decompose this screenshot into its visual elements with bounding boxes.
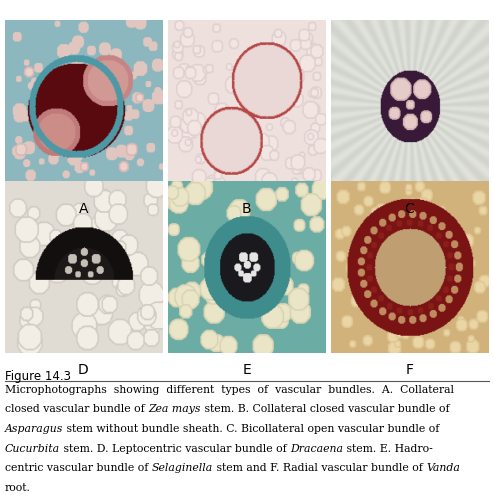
- Text: stem and F. Radial vascular bundle of: stem and F. Radial vascular bundle of: [213, 463, 426, 473]
- Text: root.: root.: [5, 483, 31, 493]
- Text: C: C: [405, 202, 414, 216]
- Text: A: A: [79, 202, 88, 216]
- Text: stem without bundle sheath. C. Bicollateral open vascular bundle of: stem without bundle sheath. C. Bicollate…: [63, 424, 440, 434]
- Text: stem. E. Hadro-: stem. E. Hadro-: [343, 444, 433, 454]
- Text: Vanda: Vanda: [426, 463, 460, 473]
- Text: Zea mays: Zea mays: [148, 404, 201, 414]
- Text: closed vascular bundle of: closed vascular bundle of: [5, 404, 148, 414]
- Text: Selaginella: Selaginella: [152, 463, 213, 473]
- Text: Figure 14.3: Figure 14.3: [5, 370, 71, 384]
- Text: D: D: [78, 363, 89, 377]
- Text: Microphotographs  showing  different  types  of  vascular  bundles.  A.  Collate: Microphotographs showing different types…: [5, 385, 454, 395]
- Text: E: E: [242, 363, 251, 377]
- Text: Asparagus: Asparagus: [5, 424, 63, 434]
- Text: F: F: [406, 363, 413, 377]
- Text: Dracaena: Dracaena: [290, 444, 343, 454]
- Text: Cucurbita: Cucurbita: [5, 444, 60, 454]
- Text: B: B: [242, 202, 251, 216]
- Text: stem. B. Collateral closed vascular bundle of: stem. B. Collateral closed vascular bund…: [201, 404, 450, 414]
- Text: centric vascular bundle of: centric vascular bundle of: [5, 463, 152, 473]
- Text: stem. D. Leptocentric vascular bundle of: stem. D. Leptocentric vascular bundle of: [60, 444, 290, 454]
